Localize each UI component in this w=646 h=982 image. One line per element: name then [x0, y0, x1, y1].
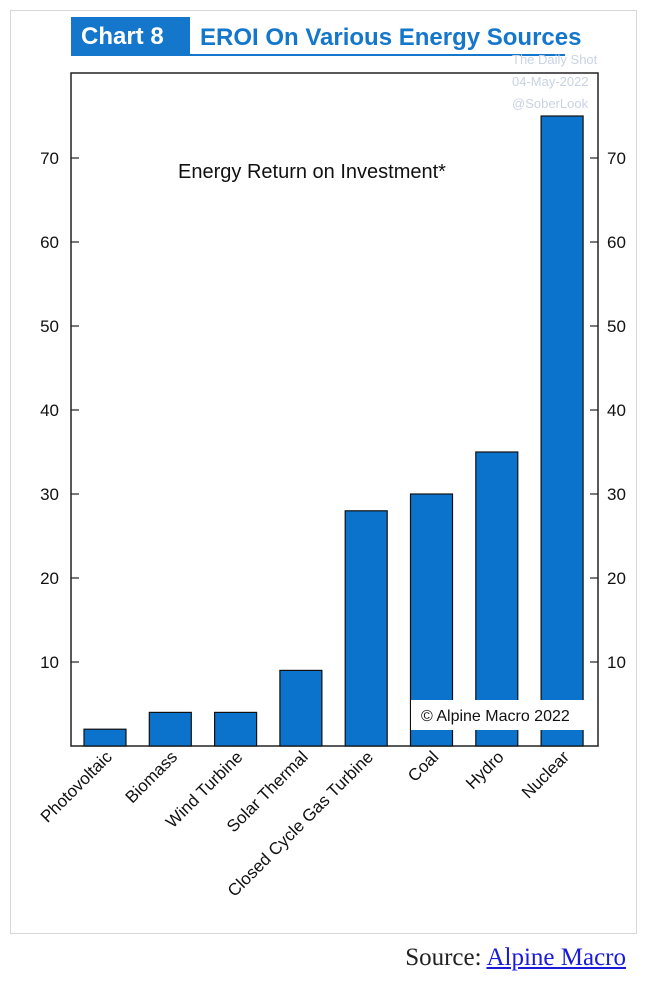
left-tick-label: 20 [40, 569, 59, 588]
watermark-line: @SoberLook [512, 96, 589, 111]
x-tick-label: Photovoltaic [37, 747, 116, 826]
right-tick-label: 60 [607, 233, 626, 252]
x-tick-label: Hydro [462, 747, 508, 793]
right-axis: 10 20 30 40 50 60 70 [590, 149, 626, 672]
source-link[interactable]: Alpine Macro [486, 944, 626, 971]
right-tick-label: 20 [607, 569, 626, 588]
copyright-label: © Alpine Macro 2022 [421, 708, 570, 725]
source-line: Source: Alpine Macro [405, 944, 626, 972]
left-tick-label: 40 [40, 401, 59, 420]
right-tick-label: 30 [607, 485, 626, 504]
copyright-box [411, 700, 588, 730]
left-tick-label: 60 [40, 233, 59, 252]
watermark-line: 04-May-2022 [512, 74, 589, 89]
x-tick-label: Coal [404, 747, 442, 785]
source-prefix: Source: [405, 944, 482, 971]
chart-header-title: EROI On Various Energy Sources [200, 24, 582, 51]
left-tick-label: 50 [40, 317, 59, 336]
right-tick-label: 10 [607, 653, 626, 672]
title-underline [190, 54, 565, 56]
bar-hydro [475, 451, 519, 747]
right-tick-label: 40 [607, 401, 626, 420]
left-tick-label: 30 [40, 485, 59, 504]
right-tick-label: 50 [607, 317, 626, 336]
watermark-line: The Daily Shot [512, 52, 598, 67]
chart-panel [10, 10, 637, 934]
left-tick-label: 70 [40, 149, 59, 168]
bar-biomass [148, 711, 192, 747]
x-tick-label: Nuclear [518, 747, 573, 802]
bar-photovoltaic [83, 728, 127, 747]
watermark: The Daily Shot 04-May-2022 @SoberLook [512, 49, 597, 115]
bars-group [83, 115, 584, 747]
x-tick-label: Biomass [122, 747, 182, 807]
bar-solar-thermal [279, 669, 323, 747]
bar-closed-cycle-gas-turbine [344, 510, 388, 747]
right-tick-label: 70 [607, 149, 626, 168]
left-tick-label: 10 [40, 653, 59, 672]
bar-wind-turbine [214, 711, 258, 747]
bar-nuclear [540, 115, 584, 747]
left-axis: 10 20 30 40 50 60 70 [40, 149, 79, 672]
chart-number-badge: Chart 8 [71, 17, 190, 56]
chart-inner-title: Energy Return on Investment* [178, 161, 446, 183]
